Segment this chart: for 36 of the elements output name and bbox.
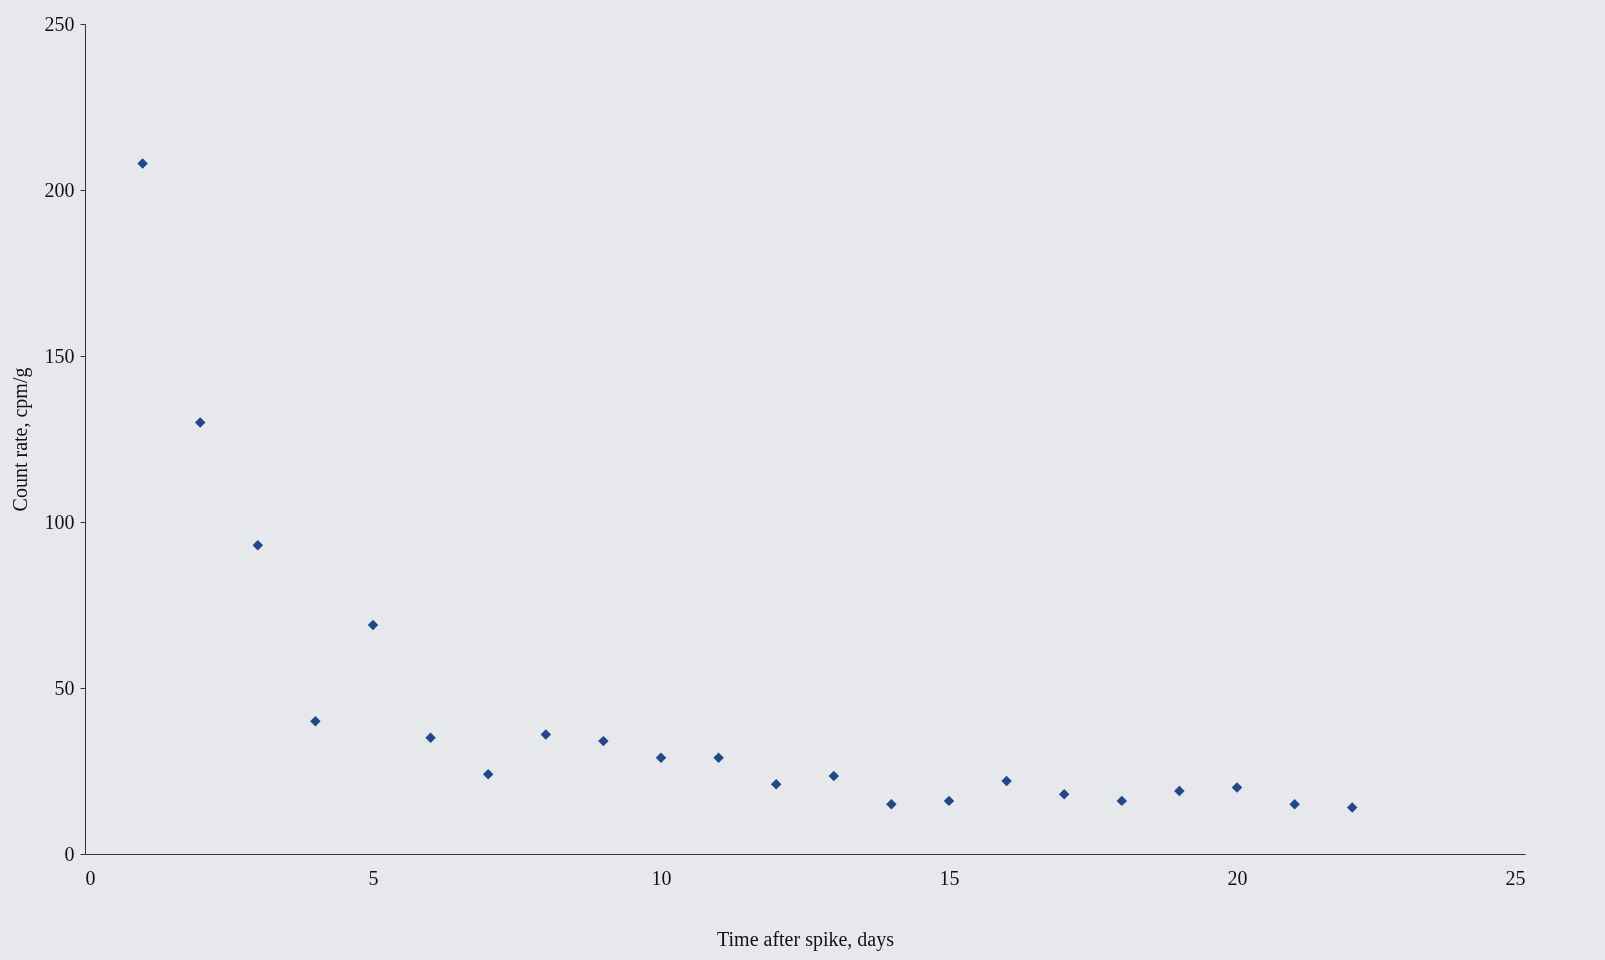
point [1231,782,1243,793]
y-tick-label: 250 [44,12,75,35]
y-tick-label: 0 [64,842,75,865]
x-tick-label: 15 [939,866,960,889]
y-tick-label: 100 [44,510,75,533]
y-axis-title: Count rate, cpm/g [8,367,32,512]
x-axis-title: Time after spike, days [716,927,895,951]
point [310,715,321,727]
point [1058,789,1070,800]
point [482,769,494,780]
point [655,752,667,763]
point [252,540,264,551]
x-tick-label: 25 [1505,866,1526,889]
x-tick-label: 10 [651,866,672,889]
y-tick-label: 150 [44,344,75,367]
point [1174,785,1185,797]
x-tick-label: 5 [368,866,379,889]
point [713,752,724,763]
point [770,779,782,790]
x-tick-label: 20 [1227,866,1248,889]
point [1116,795,1128,807]
point [1289,798,1300,810]
point [425,732,436,744]
point [367,619,379,631]
point [1001,775,1012,787]
x-tick-label: 0 [85,866,96,889]
point [137,158,148,169]
point [828,770,840,782]
point [886,798,897,810]
y-tick-label: 200 [44,178,75,201]
point [943,795,955,807]
point [1346,802,1358,813]
point [540,729,552,740]
y-tick-label: 50 [54,676,75,699]
point [598,735,609,747]
point [194,417,206,428]
